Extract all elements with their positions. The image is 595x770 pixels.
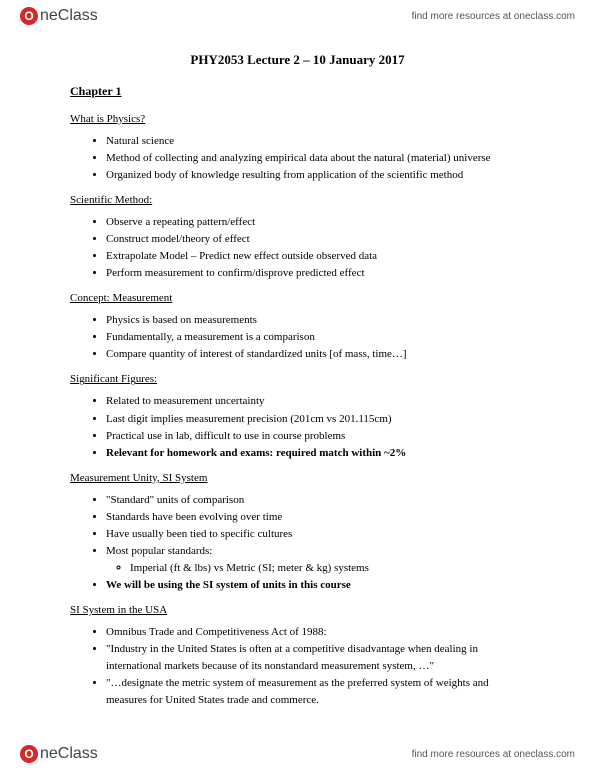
section-heading-measurement: Concept: Measurement xyxy=(70,292,525,304)
list-si-system: "Standard" units of comparison Standards… xyxy=(70,492,525,594)
list-item: Perform measurement to confirm/disprove … xyxy=(106,265,525,282)
page-header: O neClass find more resources at oneclas… xyxy=(0,0,595,32)
section-heading-sig-figs: Significant Figures: xyxy=(70,373,525,385)
logo-icon: O xyxy=(20,7,38,25)
logo-text: neClass xyxy=(40,7,98,25)
list-si-usa: Omnibus Trade and Competitiveness Act of… xyxy=(70,624,525,709)
brand-logo-footer: O neClass xyxy=(20,745,98,763)
sublist-standards: Imperial (ft & lbs) vs Metric (SI; meter… xyxy=(106,560,525,577)
page-footer: O neClass find more resources at oneclas… xyxy=(0,738,595,770)
list-item: Organized body of knowledge resulting fr… xyxy=(106,167,525,184)
section-heading-si-usa: SI System in the USA xyxy=(70,604,525,616)
logo-icon: O xyxy=(20,745,38,763)
list-what-is-physics: Natural science Method of collecting and… xyxy=(70,133,525,184)
list-item-bold: We will be using the SI system of units … xyxy=(106,577,525,594)
list-measurement: Physics is based on measurements Fundame… xyxy=(70,312,525,363)
list-item: Practical use in lab, difficult to use i… xyxy=(106,428,525,445)
section-heading-si-system: Measurement Unity, SI System xyxy=(70,472,525,484)
footer-tagline[interactable]: find more resources at oneclass.com xyxy=(412,749,575,760)
list-item: Omnibus Trade and Competitiveness Act of… xyxy=(106,624,525,641)
list-item: Last digit implies measurement precision… xyxy=(106,411,525,428)
list-item: Most popular standards: Imperial (ft & l… xyxy=(106,543,525,577)
list-sig-figs: Related to measurement uncertainty Last … xyxy=(70,393,525,461)
section-heading-what-is-physics: What is Physics? xyxy=(70,113,525,125)
list-item: "…designate the metric system of measure… xyxy=(106,675,525,709)
list-item: Have usually been tied to specific cultu… xyxy=(106,526,525,543)
list-item: Imperial (ft & lbs) vs Metric (SI; meter… xyxy=(130,560,525,577)
list-item: Extrapolate Model – Predict new effect o… xyxy=(106,248,525,265)
list-item-text: Most popular standards: xyxy=(106,545,212,557)
list-item: Construct model/theory of effect xyxy=(106,231,525,248)
list-item: Compare quantity of interest of standard… xyxy=(106,346,525,363)
logo-text: neClass xyxy=(40,745,98,763)
list-item: Method of collecting and analyzing empir… xyxy=(106,150,525,167)
list-item: Fundamentally, a measurement is a compar… xyxy=(106,329,525,346)
list-item: Observe a repeating pattern/effect xyxy=(106,214,525,231)
section-heading-scientific-method: Scientific Method: xyxy=(70,194,525,206)
list-item-bold: Relevant for homework and exams: require… xyxy=(106,445,525,462)
list-item: "Industry in the United States is often … xyxy=(106,641,525,675)
list-item: Standards have been evolving over time xyxy=(106,509,525,526)
list-item: Physics is based on measurements xyxy=(106,312,525,329)
list-item: Natural science xyxy=(106,133,525,150)
header-tagline[interactable]: find more resources at oneclass.com xyxy=(412,11,575,22)
list-scientific-method: Observe a repeating pattern/effect Const… xyxy=(70,214,525,282)
brand-logo: O neClass xyxy=(20,7,98,25)
chapter-heading: Chapter 1 xyxy=(70,84,525,99)
document-page: PHY2053 Lecture 2 – 10 January 2017 Chap… xyxy=(0,32,595,759)
document-title: PHY2053 Lecture 2 – 10 January 2017 xyxy=(70,52,525,68)
list-item: Related to measurement uncertainty xyxy=(106,393,525,410)
list-item: "Standard" units of comparison xyxy=(106,492,525,509)
